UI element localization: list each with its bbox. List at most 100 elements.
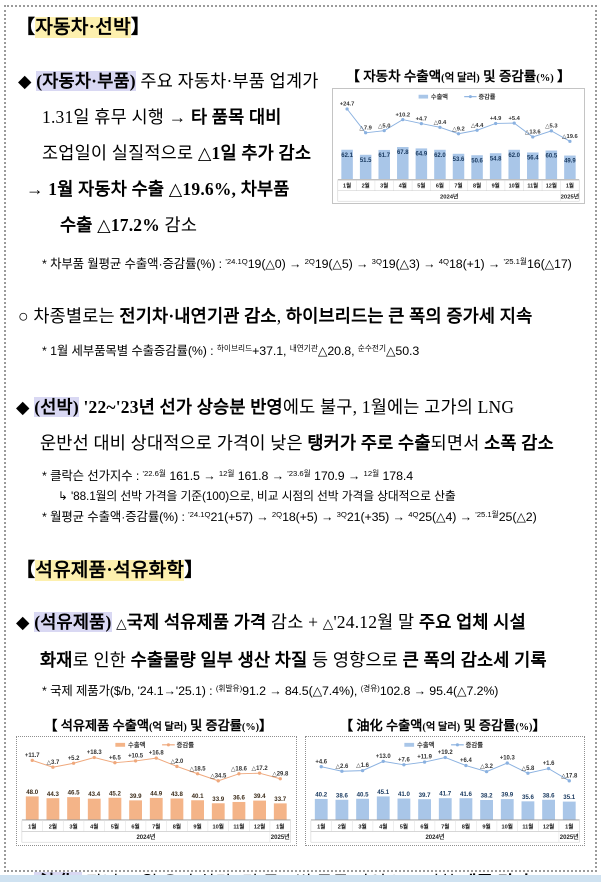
svg-text:53.6: 53.6 [453,157,465,163]
svg-text:△17.2: △17.2 [252,766,269,772]
text-segment: → [26,179,49,199]
text-segment: * 1월 세부품목별 수출증감률(%) : [42,344,217,359]
text-segment: '22.6월 [142,469,166,479]
text-segment: 수출 △17.2% [60,215,160,235]
ship-line-2: 운반선 대비 상대적으로 가격이 낮은 탱커가 주로 수출되면서 소폭 감소 [16,425,585,461]
svg-text:9월: 9월 [482,823,490,831]
svg-text:+6.4: +6.4 [460,759,472,765]
text-segment: 하이브리드 [216,344,253,354]
svg-text:35.1: 35.1 [563,795,576,802]
svg-text:2025년: 2025년 [271,834,290,842]
svg-text:△5.8: △5.8 [521,766,534,772]
svg-text:45.1: 45.1 [377,789,390,796]
text-segment: (선박) [34,397,79,418]
svg-text:46.5: 46.5 [68,790,81,797]
text-segment: 타 품목 대비 [190,107,282,127]
svg-text:△17.8: △17.8 [561,774,578,780]
text-segment: 【 油化 수출액 [339,718,423,734]
svg-text:△2.6: △2.6 [335,764,348,770]
svg-text:+18.3: +18.3 [87,750,103,756]
svg-text:+5.2: +5.2 [68,756,80,762]
svg-text:+11.7: +11.7 [25,753,40,759]
svg-text:10월: 10월 [213,823,224,831]
svg-text:39.9: 39.9 [501,792,514,799]
svg-text:+5.4: +5.4 [508,116,520,122]
text-segment: 등 영향으로 [307,650,403,671]
text-segment: 주요 자동차·부품 업계가 [135,71,319,91]
svg-text:5월: 5월 [111,823,119,831]
text-segment: 운반선 대비 상대적으로 가격이 낮은 [40,433,308,454]
auto-parts-paragraph: ◆ (자동차·부품) 주요 자동차·부품 업계가 1.31일 휴무 시행 → 타… [18,63,332,243]
text-segment: 】 [130,17,151,38]
text-segment: 큰 폭의 감소세 기록 [402,650,547,671]
text-segment: +37.1, [252,344,290,359]
text-segment: * 월평균 수출액·증감률(%) : [42,509,189,524]
svg-text:12월: 12월 [546,182,557,190]
text-segment: '24.12월 말 [333,612,419,633]
svg-text:△18.6: △18.6 [231,767,248,773]
svg-text:36.6: 36.6 [233,795,246,802]
auto-line-5: 수출 △17.2% 감소 [18,207,332,243]
svg-text:9월: 9월 [492,182,500,190]
text-segment: 】 [553,69,571,84]
svg-text:+10.5: +10.5 [128,754,144,760]
text-segment: △1일 추가 감소 [197,143,312,163]
svg-text:+1.6: +1.6 [542,762,554,768]
svg-text:+10.2: +10.2 [395,112,410,118]
text-segment: ◆ [18,71,37,91]
text-segment: '22~'23년 선가 상승분 반영 [83,397,283,418]
text-segment: 19(△0) → [247,257,305,271]
svg-text:8월: 8월 [473,182,481,190]
svg-text:△3.2: △3.2 [480,765,493,771]
text-segment: 178.4 [379,469,413,484]
report-content: 【자동차·선박】 ◆ (자동차·부품) 주요 자동차·부품 업계가 1.31일 … [16,12,585,882]
text-segment: 수출물량 일부 생산 차질 [130,650,308,671]
svg-text:48.0: 48.0 [26,789,39,796]
svg-text:+7.6: +7.6 [398,758,410,764]
svg-text:△9.2: △9.2 [452,126,464,132]
svg-text:△13.6: △13.6 [525,130,541,136]
auto-line-1: ◆ (자동차·부품) 주요 자동차·부품 업계가 [18,63,332,99]
text-segment: 21(+57) → [210,509,272,524]
svg-text:8월: 8월 [461,823,469,831]
text-segment: 조업일이 실질적으로 [42,143,198,163]
svg-text:35.6: 35.6 [521,794,534,801]
text-segment: 2Q [304,257,315,267]
svg-text:39.7: 39.7 [418,792,431,799]
text-segment: '25.1월 [475,510,499,520]
text-segment: △ [322,616,334,632]
text-segment: 】 [184,560,204,582]
text-segment: 3Q [336,510,347,520]
petrochemical-chart-svg: 수출액 증감률 40.2 38.6 40.5 45.1 41.0 39.7 41.7 41.6 38… [310,741,580,843]
svg-text:1월: 1월 [28,823,36,831]
svg-text:+4.6: +4.6 [315,760,327,766]
car-export-chart-panel: 【 자동차 수출액(억 달러) 및 증감률(%) 】 수출액 증감률 62.1 51.… [332,63,585,243]
text-segment: 로 인한 [72,650,131,671]
text-segment: '23.6월 [287,469,311,479]
svg-text:62.1: 62.1 [341,153,353,159]
text-segment: 12월 [363,469,380,479]
footnote-clarkson-note: ↳ '88.1월의 선박 가격을 기준(100)으로, 비교 시점의 선박 가격… [42,487,585,505]
svg-text:수출액: 수출액 [417,741,435,750]
text-segment: 자동차 수출액 [363,69,442,84]
text-segment: 】 [259,718,273,734]
text-segment: ↳ '88.1월의 선박 가격을 기준(100)으로, 비교 시점의 선박 가격… [58,488,456,503]
svg-text:△7.9: △7.9 [359,125,371,131]
petroleum-line-1: ◆ (석유제품) △국제 석유제품 가격 감소 + △'24.12월 말 주요 … [16,604,585,642]
text-segment: 161.5 → [166,469,219,484]
text-segment: 탱커가 주로 수출 [307,433,431,454]
bottom-chart-titles: 【 석유제품 수출액(억 달러) 및 증감률(%)】 【 油化 수출액(억 달러… [16,715,585,734]
text-segment: 3Q [371,257,382,267]
footnote-car-parts: * 차부품 월평균 수출액·증감률(%) : '24.1Q19(△0) → 2Q… [42,255,585,274]
footnote-vehicle-type: * 1월 세부품목별 수출증감률(%) : 하이브리드+37.1, 내연기관△2… [42,342,585,361]
svg-text:38.6: 38.6 [542,793,555,800]
text-segment: 주요 업체 시설 [418,612,526,633]
bottom-charts-row: 수출액 증감률 48.0 44.3 46.5 43.4 45.2 39.9 44.9 43.8 40… [16,736,585,846]
svg-text:10월: 10월 [509,182,520,190]
svg-text:56.4: 56.4 [527,156,539,162]
text-segment: 및 증감률 [479,69,537,84]
svg-text:1월: 1월 [566,182,574,190]
svg-text:+16.8: +16.8 [149,751,165,757]
svg-text:2월: 2월 [337,823,345,831]
